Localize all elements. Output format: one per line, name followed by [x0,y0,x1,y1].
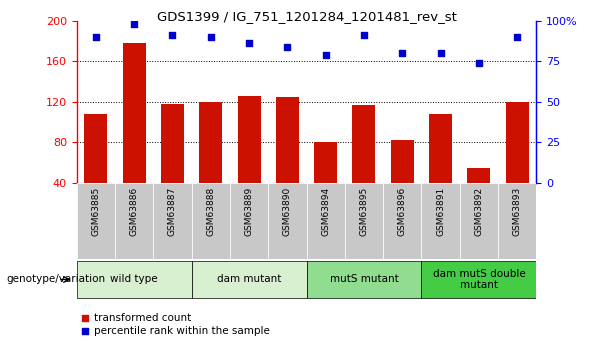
Bar [77,261,191,298]
Point [206,34,216,40]
Bar [153,183,191,259]
Bar [123,43,145,183]
Text: GSM63889: GSM63889 [245,187,254,236]
Bar [306,183,345,259]
Point [436,50,446,56]
Bar [352,105,375,183]
Text: GDS1399 / IG_751_1201284_1201481_rev_st: GDS1399 / IG_751_1201284_1201481_rev_st [156,10,457,23]
Bar [191,261,306,298]
Point [283,44,292,49]
Bar [77,183,115,259]
Text: wild type: wild type [110,275,158,284]
Bar [306,261,422,298]
Bar [383,183,422,259]
Bar [161,104,184,183]
Text: GSM63895: GSM63895 [359,187,368,236]
Bar [268,183,306,259]
Bar [391,140,414,183]
Point [244,41,254,46]
Bar [498,183,536,259]
Bar [276,97,299,183]
Bar [345,183,383,259]
Text: genotype/variation: genotype/variation [6,275,105,284]
Text: mutS mutant: mutS mutant [330,275,398,284]
Text: GSM63888: GSM63888 [206,187,215,236]
Text: GSM63891: GSM63891 [436,187,445,236]
Bar [506,102,528,183]
Point [91,34,101,40]
Bar [467,168,490,183]
Text: GSM63892: GSM63892 [474,187,484,236]
Point [129,21,139,27]
Point [512,34,522,40]
Point [167,32,177,38]
Legend: transformed count, percentile rank within the sample: transformed count, percentile rank withi… [82,313,270,336]
Point [321,52,330,58]
Bar [230,183,268,259]
Point [359,32,369,38]
Text: GSM63887: GSM63887 [168,187,177,236]
Text: GSM63893: GSM63893 [512,187,522,236]
Text: GSM63894: GSM63894 [321,187,330,236]
Bar [422,183,460,259]
Bar [422,261,536,298]
Text: GSM63896: GSM63896 [398,187,407,236]
Bar [460,183,498,259]
Text: GSM63885: GSM63885 [91,187,101,236]
Bar [429,114,452,183]
Text: GSM63890: GSM63890 [283,187,292,236]
Point [397,50,407,56]
Bar [84,114,107,183]
Bar [115,183,153,259]
Bar [314,142,337,183]
Text: dam mutS double
mutant: dam mutS double mutant [433,269,525,290]
Bar [238,96,261,183]
Text: dam mutant: dam mutant [217,275,281,284]
Text: GSM63886: GSM63886 [129,187,139,236]
Bar [199,102,223,183]
Point [474,60,484,66]
Bar [191,183,230,259]
